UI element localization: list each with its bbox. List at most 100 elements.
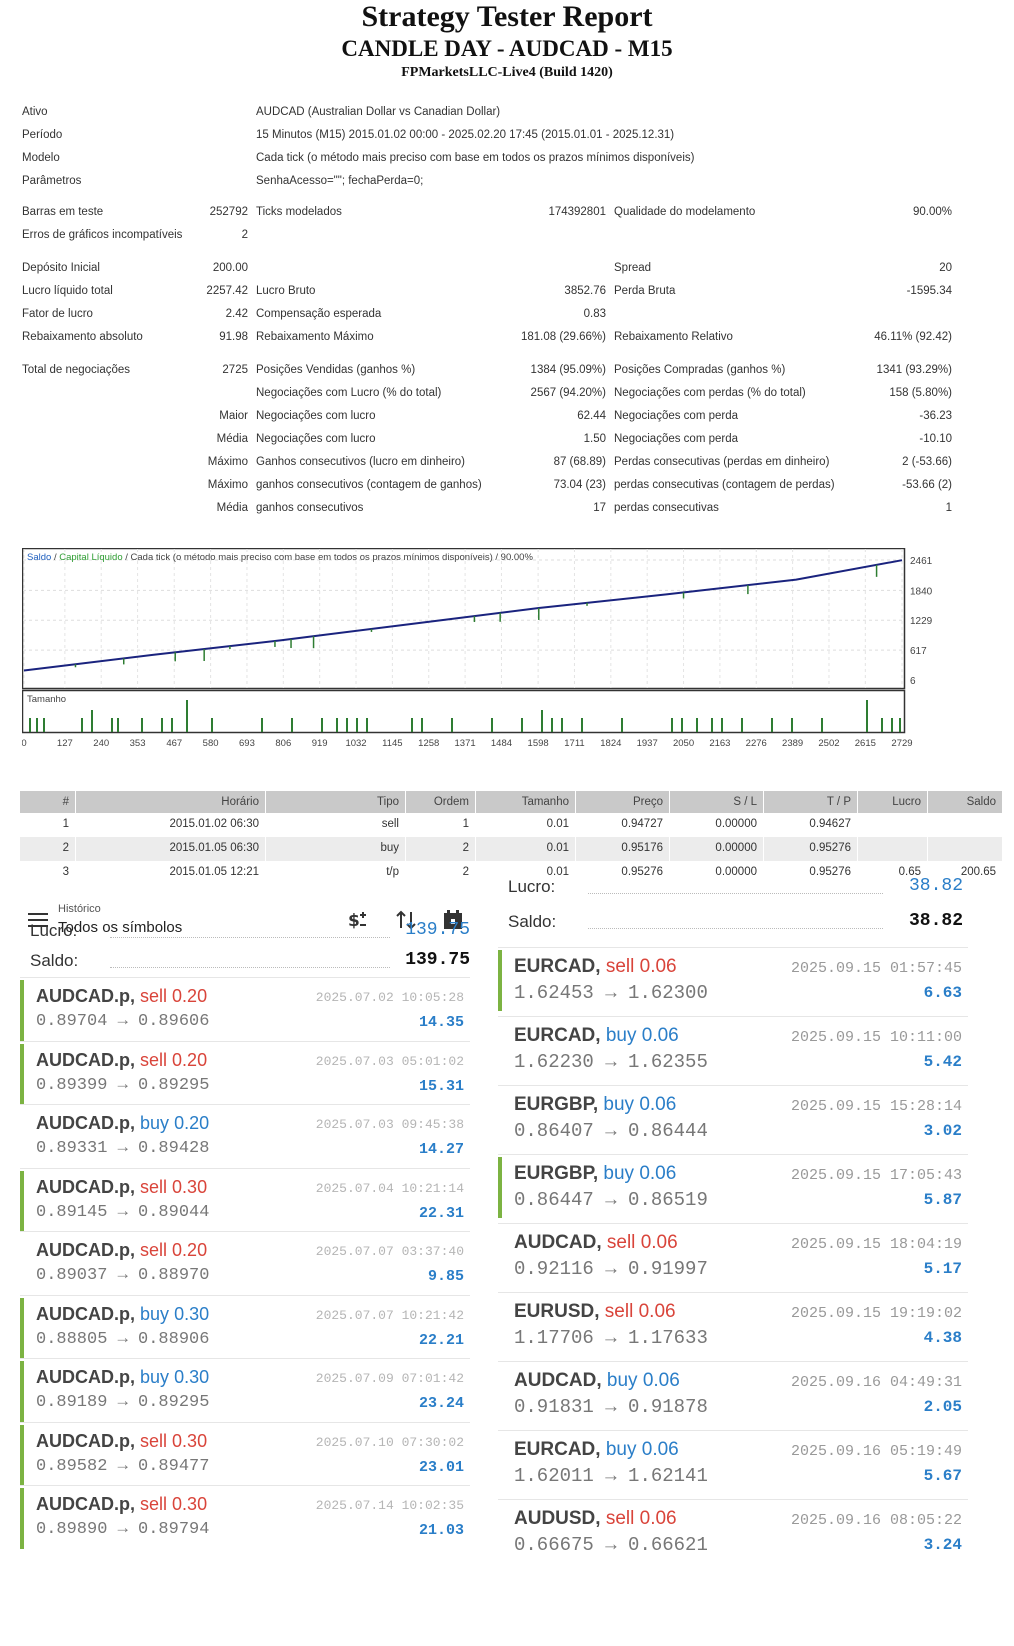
settings-label: Modelo: [22, 152, 60, 164]
col-header: Preço: [576, 791, 670, 813]
arrow-right-icon: →: [593, 1465, 629, 1487]
trade-profit: 5.17: [923, 1260, 962, 1278]
list-item[interactable]: AUDCAD, sell 0.06 0.92116 → 0.91997 2025.0…: [498, 1223, 968, 1289]
trade-time: 2025.07.04 10:21:14: [315, 1180, 464, 1196]
trade-symbol: EURCAD,: [514, 956, 601, 977]
trade-prices: 1.62011 → 1.62141: [514, 1465, 708, 1487]
close-price: 0.89428: [138, 1139, 210, 1158]
arrow-right-icon: →: [593, 1189, 629, 1211]
list-item[interactable]: EURUSD, sell 0.06 1.17706 → 1.17633 2025.0…: [498, 1292, 968, 1358]
x-tick-label: 1371: [455, 738, 476, 749]
list-item[interactable]: EURCAD, buy 0.06 1.62011 → 1.62141 2025.09…: [498, 1430, 968, 1496]
list-item[interactable]: AUDCAD.p, buy 0.20 0.89331 → 0.89428 2025.…: [20, 1104, 470, 1170]
stat-label: Negociações com Lucro (% do total): [256, 387, 442, 399]
trade-symbol: AUDCAD,: [514, 1370, 602, 1391]
trade-time: 2025.07.07 03:37:40: [315, 1244, 464, 1259]
currency-filter-icon[interactable]: $: [346, 909, 370, 937]
chart-legend: Saldo / Capital Líquido / Cada tick (o m…: [27, 552, 533, 563]
x-tick-label: 806: [275, 738, 291, 749]
balance-label: Saldo:: [30, 951, 79, 970]
stat-label: Total de negociações: [22, 364, 131, 376]
arrow-right-icon: →: [593, 1534, 629, 1556]
balance-chart: 2461 1840 1229 617 6 0 127 240 353 467 580 693 806 91…: [22, 548, 952, 766]
trade-title: AUDCAD.p, sell 0.30: [36, 1494, 207, 1515]
col-header: S / L: [670, 791, 764, 813]
sort-icon[interactable]: [394, 909, 418, 937]
list-item[interactable]: EURCAD, sell 0.06 1.62453 → 1.62300 2025.0…: [498, 947, 968, 1013]
trade-prices: 0.89704 → 0.89606: [36, 1012, 209, 1031]
list-item[interactable]: AUDCAD.p, sell 0.20 0.89399 → 0.89295 2025…: [20, 1040, 470, 1107]
list-item[interactable]: EURGBP, buy 0.06 0.86407 → 0.86444 2025.09…: [498, 1085, 968, 1151]
list-item[interactable]: AUDCAD.p, buy 0.30 0.89189 → 0.89295 2025.…: [20, 1358, 470, 1424]
list-item[interactable]: AUDCAD.p, sell 0.20 0.89037 → 0.88970 2025…: [20, 1231, 470, 1297]
trade-side: buy: [603, 1163, 635, 1184]
cell: 0.95276: [764, 861, 858, 885]
list-item[interactable]: AUDCAD.p, buy 0.30 0.88805 → 0.88906 2025.…: [20, 1294, 470, 1361]
deals-header: # Horário Tipo Ordem Tamanho Preço S / L…: [20, 791, 1002, 813]
trade-symbol: AUDCAD,: [514, 1232, 602, 1253]
open-price: 0.89582: [36, 1456, 108, 1476]
trade-prices: 1.62453 → 1.62300: [514, 982, 708, 1004]
trade-profit: 5.67: [923, 1467, 962, 1485]
settings-value: 15 Minutos (M15) 2015.01.02 00:00 - 2025…: [256, 129, 675, 141]
trade-symbol: EURGBP,: [514, 1094, 599, 1115]
trade-symbol: EURCAD,: [514, 1025, 601, 1046]
stat-qualifier: Média: [216, 433, 248, 445]
trade-lot: 0.30: [172, 1176, 208, 1197]
stat-value: 158 (5.80%): [889, 387, 952, 399]
list-item[interactable]: AUDCAD.p, sell 0.30 0.89582 → 0.89477 2025…: [20, 1421, 470, 1488]
legend-equity: Capital Líquido: [59, 552, 122, 563]
trade-prices: 0.66675 → 0.66621: [514, 1534, 708, 1556]
ticks-value: 174392801: [548, 206, 606, 218]
cell: 200.65: [960, 866, 996, 878]
trade-side: buy: [605, 1439, 637, 1460]
result-value: 0.83: [583, 308, 606, 320]
trade-profit: 22.21: [418, 1331, 464, 1349]
x-tick-label: 353: [130, 738, 146, 749]
volume-label: Tamanho: [27, 694, 66, 705]
trade-side: buy: [140, 1367, 170, 1387]
close-price: 0.89606: [138, 1012, 210, 1031]
trade-profit: 23.01: [418, 1458, 464, 1476]
trade-profit: 3.02: [923, 1122, 962, 1140]
trade-title: EURGBP, buy 0.06: [514, 1094, 676, 1116]
trade-symbol: EURCAD,: [514, 1439, 601, 1460]
volume-frame: [22, 689, 906, 734]
y-tick-label: 6: [910, 676, 916, 687]
chart-frame: [22, 548, 906, 690]
trade-time: 2025.07.03 05:01:02: [315, 1053, 464, 1069]
trade-time: 2025.09.15 10:11:00: [790, 1029, 962, 1046]
trade-prices: 0.88805 → 0.88906: [36, 1330, 209, 1349]
trade-side: buy: [606, 1370, 638, 1391]
list-item[interactable]: EURGBP, buy 0.06 0.86447 → 0.86519 2025.09…: [498, 1154, 968, 1220]
x-tick-label: 2050: [673, 738, 694, 749]
open-price: 0.66675: [514, 1534, 594, 1556]
result-label: Fator de lucro: [22, 308, 93, 320]
close-price: 0.91878: [628, 1396, 708, 1418]
calendar-icon[interactable]: [442, 909, 464, 937]
list-item[interactable]: AUDCAD.p, sell 0.30 0.89145 → 0.89044 2025…: [20, 1167, 470, 1234]
trade-prices: 0.86447 → 0.86519: [514, 1189, 708, 1211]
profit-bar: [20, 980, 24, 1041]
list-item[interactable]: AUDCAD.p, sell 0.20 0.89704 → 0.89606 2025…: [20, 977, 470, 1043]
trade-prices: 0.86407 → 0.86444: [514, 1120, 708, 1142]
errors-label: Erros de gráficos incompatíveis: [22, 229, 183, 241]
arrow-right-icon: →: [107, 1202, 139, 1222]
close-price: 0.89477: [138, 1456, 210, 1476]
arrow-right-icon: →: [107, 1139, 139, 1158]
menu-icon[interactable]: [28, 913, 48, 927]
trade-title: AUDCAD.p, buy 0.30: [36, 1304, 209, 1325]
list-item[interactable]: AUDCAD, buy 0.06 0.91831 → 0.91878 2025.09…: [498, 1361, 968, 1427]
list-item[interactable]: AUDCAD.p, sell 0.30 0.89890 → 0.89794 2025…: [20, 1485, 470, 1551]
balance-value: 139.75: [405, 950, 470, 970]
stat-value: 62.44: [577, 410, 606, 422]
list-item[interactable]: EURCAD, buy 0.06 1.62230 → 1.62355 2025.09…: [498, 1016, 968, 1082]
trade-title: AUDCAD.p, sell 0.30: [36, 1431, 207, 1452]
open-price: 0.89145: [36, 1202, 108, 1222]
symbols-filter[interactable]: Todos os símbolos: [58, 919, 183, 936]
list-item[interactable]: AUDUSD, sell 0.06 0.66675 → 0.66621 2025.0…: [498, 1499, 968, 1565]
profit-bar: [20, 1424, 24, 1486]
stat-qualifier: Média: [216, 502, 248, 514]
stat-value: -36.23: [919, 410, 952, 422]
trade-prices: 0.92116 → 0.91997: [514, 1258, 708, 1280]
